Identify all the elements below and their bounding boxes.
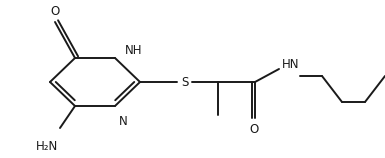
- Text: H₂N: H₂N: [36, 140, 58, 153]
- Text: O: O: [50, 5, 60, 18]
- Text: S: S: [181, 76, 189, 88]
- Text: HN: HN: [282, 58, 300, 72]
- Text: NH: NH: [125, 43, 142, 57]
- Text: O: O: [249, 123, 259, 136]
- Text: N: N: [119, 115, 128, 128]
